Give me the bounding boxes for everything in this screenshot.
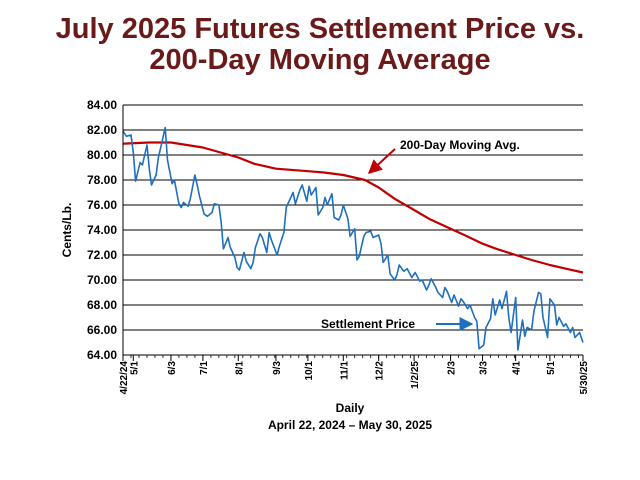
annotation-moving-average: 200-Day Moving Avg.: [400, 138, 520, 152]
annotations: 200-Day Moving Avg. Settlement Price: [321, 138, 520, 331]
x-tick-label-12: 4/1: [512, 361, 523, 375]
chart-title-line2: 200-Day Moving Average: [149, 44, 491, 76]
x-tick-label-4: 8/1: [234, 361, 245, 375]
chart-title: July 2025 Futures Settlement Price vs. 2…: [0, 14, 640, 76]
annotation-arrow-moving-average: [367, 148, 396, 174]
y-tick-label-2: 68.00: [87, 298, 117, 312]
y-tick-label-7: 78.00: [87, 173, 117, 187]
x-axis-label: Daily: [336, 401, 365, 415]
axes: [122, 105, 584, 361]
x-tick-label-6: 10/1: [304, 361, 315, 381]
moving-average-layer: [122, 141, 584, 274]
x-tick-label-14: 5/30/25: [579, 361, 590, 395]
x-tick-label-13: 5/1: [546, 361, 557, 375]
x-tick-label-1: 5/1: [129, 361, 140, 375]
x-tick-label-10: 2/3: [447, 361, 458, 375]
series-line-settlement: [122, 126, 584, 351]
y-tick-label-3: 70.00: [87, 273, 117, 287]
y-tick-labels: 64.00 66.00 68.00 70.00 72.00 74.00 76.00 78.00…: [87, 98, 117, 362]
y-tick-label-8: 80.00: [87, 148, 117, 162]
x-tick-label-9: 1/2/25: [410, 361, 421, 389]
y-tick-label-5: 74.00: [87, 223, 117, 237]
chart-subtitle: April 22, 2024 – May 30, 2025: [268, 418, 432, 432]
chart-title-line1: July 2025 Futures Settlement Price vs.: [55, 13, 585, 45]
x-tick-label-0: 4/22/24: [119, 361, 130, 395]
y-tick-label-10: 84.00: [87, 98, 117, 112]
x-tick-label-8: 12/2: [375, 361, 386, 381]
y-tick-label-9: 82.00: [87, 123, 117, 137]
annotation-settlement-price: Settlement Price: [321, 317, 415, 331]
y-tick-label-6: 76.00: [87, 198, 117, 212]
x-tick-label-3: 7/1: [199, 361, 210, 375]
x-tick-labels: 4/22/24 5/1 6/3 7/1 8/1 9/3 10/1 11/1 12/2 1/2/25…: [119, 361, 590, 395]
y-tick-label-0: 64.00: [87, 348, 117, 362]
y-axis-label: Cents/Lb.: [60, 203, 74, 258]
series-line-moving_average: [122, 141, 584, 274]
y-tick-label-4: 72.00: [87, 248, 117, 262]
x-tick-label-5: 9/3: [272, 361, 283, 375]
grid-lines: [123, 104, 583, 331]
x-tick-label-7: 11/1: [339, 361, 350, 380]
settlement-price-layer: [122, 126, 584, 351]
y-tick-label-1: 66.00: [87, 323, 117, 337]
x-tick-label-11: 3/3: [479, 361, 490, 375]
x-tick-label-2: 6/3: [167, 361, 178, 375]
